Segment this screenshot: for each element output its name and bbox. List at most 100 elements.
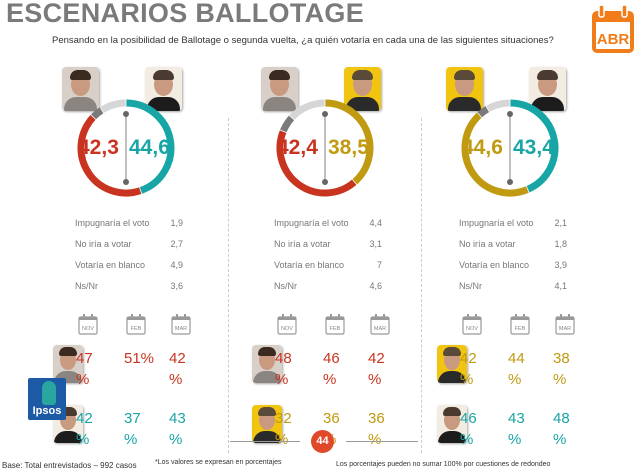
donut-segment-massa	[77, 115, 142, 197]
photo-scioli	[437, 405, 467, 443]
right-value: 44,6	[129, 136, 170, 159]
svg-text:FEB: FEB	[330, 326, 341, 332]
stat-label: Votaría en blanco	[459, 260, 530, 270]
history-value: 38%	[553, 350, 570, 388]
svg-text:MAR: MAR	[559, 326, 571, 332]
stat-value: 4,4	[369, 218, 382, 228]
stat-value: 4,1	[554, 281, 567, 291]
history-value: 46%	[460, 410, 477, 448]
ballotage-donut	[77, 99, 175, 197]
question-subtitle: Pensando en la posibilidad de Ballotage …	[52, 35, 554, 46]
month-calendar-icon: NOV	[277, 314, 297, 335]
svg-text:MAR: MAR	[175, 326, 187, 332]
history-value: 43%	[508, 410, 525, 448]
history-value: 42%	[76, 410, 93, 448]
donut-segment-other-light	[486, 99, 510, 112]
donut-segment-other-dark	[280, 115, 295, 133]
stat-value: 3,1	[369, 239, 382, 249]
calendar-icon: ABR	[590, 3, 636, 55]
history-value: 51%	[124, 350, 155, 367]
month-calendar-icon: FEB	[325, 314, 345, 335]
month-calendar-icon: MAR	[370, 314, 390, 335]
month-calendar-icon: NOV	[78, 314, 98, 335]
photo-massa	[252, 345, 282, 383]
stat-value: 4,6	[369, 281, 382, 291]
photo-scioli	[529, 67, 566, 111]
photo-macri	[252, 405, 282, 443]
donut-segment-macri	[461, 112, 529, 197]
photo-scioli	[145, 67, 182, 111]
donut-segment-other-dark	[477, 106, 490, 118]
stat-label: No iría a votar	[75, 239, 132, 249]
history-value: 32%	[275, 410, 292, 448]
history-value: 36%	[368, 410, 385, 448]
history-value: 44%	[508, 350, 525, 388]
history-value: 43%	[169, 410, 186, 448]
stat-value: 7	[376, 260, 382, 270]
history-value: 42%	[368, 350, 385, 388]
stat-label: Impugnaría el voto	[274, 218, 349, 228]
stat-label: Ns/Nr	[274, 281, 297, 291]
history-value: 42%	[169, 350, 186, 388]
page-number: 44	[311, 430, 334, 453]
stat-value: 1,8	[554, 239, 567, 249]
donut-segment-scioli	[510, 99, 559, 193]
right-value: 43,4	[513, 136, 554, 159]
stat-label: Impugnaría el voto	[459, 218, 534, 228]
history-value: 48%	[275, 350, 292, 388]
stat-label: Ns/Nr	[459, 281, 482, 291]
history-value: 46%	[323, 350, 340, 388]
donut-segment-massa	[276, 130, 357, 197]
page-title: ESCENARIOS BALLOTAGE	[6, 0, 365, 28]
divider-line	[230, 441, 300, 442]
left-value: 44,6	[462, 136, 503, 159]
month-badge: ABR	[597, 31, 630, 48]
svg-text:MAR: MAR	[374, 326, 386, 332]
photo-macri	[344, 67, 381, 111]
photo-massa	[62, 67, 99, 111]
donut-segment-macri	[325, 99, 374, 185]
stat-value: 1,9	[170, 218, 183, 228]
divider	[228, 118, 229, 453]
month-calendar-icon: MAR	[555, 314, 575, 335]
stat-label: No iría a votar	[274, 239, 331, 249]
history-value: 48%	[553, 410, 570, 448]
donut-segment-other-light	[289, 99, 325, 120]
svg-text:NOV: NOV	[82, 326, 94, 332]
svg-text:NOV: NOV	[466, 326, 478, 332]
divider	[421, 118, 422, 453]
donut-segment-other-light	[100, 99, 126, 113]
month-calendar-icon: FEB	[510, 314, 530, 335]
svg-text:FEB: FEB	[131, 326, 142, 332]
stat-label: Impugnaría el voto	[75, 218, 150, 228]
history-value: 47%	[76, 350, 93, 388]
stat-label: Votaría en blanco	[75, 260, 146, 270]
donut-segment-scioli	[126, 99, 175, 194]
stat-label: Votaría en blanco	[274, 260, 345, 270]
month-calendar-icon: FEB	[126, 314, 146, 335]
history-value: 42%	[460, 350, 477, 388]
stat-value: 2,7	[170, 239, 183, 249]
ballotage-donut	[276, 99, 374, 197]
stat-value: 4,9	[170, 260, 183, 270]
stat-value: 3,9	[554, 260, 567, 270]
donut-segment-other-dark	[91, 107, 104, 120]
photo-massa	[261, 67, 298, 111]
history-value: 37%	[124, 410, 141, 448]
right-value: 38,5	[328, 136, 369, 159]
ballotage-donut	[461, 99, 559, 197]
stat-label: No iría a votar	[459, 239, 516, 249]
left-value: 42,4	[277, 136, 318, 159]
left-value: 42,3	[78, 136, 119, 159]
stat-value: 2,1	[554, 218, 567, 228]
values-note: *Los valores se expresan en porcentajes	[155, 459, 282, 466]
photo-massa	[53, 345, 83, 383]
svg-text:NOV: NOV	[281, 326, 293, 332]
ipsos-logo: Ipsos	[28, 378, 66, 420]
divider-line	[346, 441, 418, 442]
base-note: Base: Total entrevistados – 992 casos	[2, 461, 137, 470]
photo-macri	[446, 67, 483, 111]
svg-text:FEB: FEB	[515, 326, 526, 332]
stat-label: Ns/Nr	[75, 281, 98, 291]
month-calendar-icon: MAR	[171, 314, 191, 335]
